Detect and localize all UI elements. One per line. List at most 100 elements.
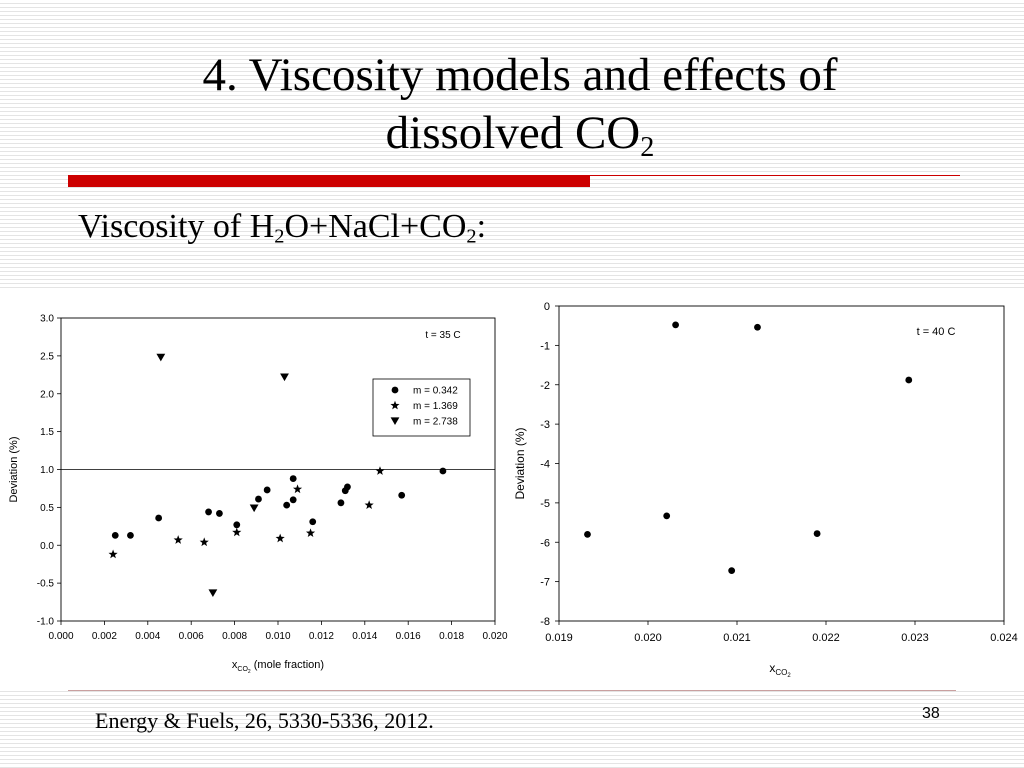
x-tick-label: 0.024: [990, 632, 1018, 644]
y-tick-label: 1.5: [40, 427, 54, 438]
data-point-series-3: [280, 373, 289, 382]
x-tick-label: 0.014: [352, 631, 377, 642]
x-tick-label: 0.020: [634, 632, 662, 644]
data-point-series-2: [375, 466, 385, 475]
slide-title: 4. Viscosity models and effects of disso…: [60, 46, 980, 162]
y-tick-label: 2.0: [40, 389, 54, 400]
x-tick-label: 0.010: [265, 631, 290, 642]
subtitle-part-3: :: [476, 208, 487, 245]
data-point-series-2: [364, 500, 374, 509]
data-point: [663, 512, 671, 520]
subtitle-part-1: Viscosity of H: [78, 208, 275, 245]
legend-box: [372, 378, 471, 437]
data-point: [813, 530, 821, 537]
y-tick-label: 2.5: [40, 351, 54, 362]
y-tick-label: 0: [544, 301, 550, 313]
data-point-series-1: [289, 475, 297, 482]
x-axis-label: xCO2 (mole fraction): [232, 659, 324, 675]
data-point: [905, 376, 913, 384]
legend-marker: [390, 417, 400, 425]
y-tick-label: -2: [540, 380, 550, 392]
data-point-series-1: [111, 532, 119, 539]
x-tick-label: 0.006: [179, 631, 204, 642]
page-number: 38: [922, 705, 940, 722]
legend-label: m = 0.342: [413, 386, 458, 397]
data-point-series-1: [127, 532, 134, 539]
x-tick-label: 0.012: [309, 631, 334, 642]
y-tick-label: 3.0: [40, 314, 54, 325]
x-tick-label: 0.023: [901, 632, 929, 644]
data-point-series-1: [283, 501, 291, 509]
data-point-series-2: [199, 537, 209, 547]
y-tick-label: -5: [540, 498, 550, 510]
data-point: [672, 321, 679, 329]
y-tick-label: -4: [540, 459, 550, 471]
legend-label: m = 1.369: [413, 401, 458, 412]
y-tick-label: 0.5: [40, 503, 54, 514]
x-tick-label: 0.016: [396, 631, 421, 642]
data-point-series-1: [289, 496, 297, 504]
plot-frame: [558, 305, 1005, 622]
slide-title-line2-text: dissolved CO: [385, 107, 641, 159]
chart-annotation: t = 35 C: [425, 330, 460, 341]
chart-left-panel: -1.0 -0.5 0.0 0.5 1.0 1.5 2.0 2.5 3.0 0.000 0.002 0…: [0, 290, 512, 688]
footer-divider: [68, 690, 956, 691]
y-tick-label: -0.5: [37, 579, 55, 590]
data-point-series-1: [255, 495, 262, 503]
data-point-series-1: [216, 510, 223, 517]
y-axis-label: Deviation (%): [8, 436, 20, 502]
data-point-series-1: [155, 514, 163, 522]
y-tick-label: -6: [540, 537, 550, 549]
data-point: [728, 567, 736, 574]
x-tick-label: 0.020: [482, 631, 507, 642]
x-tick-label: 0.022: [812, 632, 840, 644]
x-tick-label: 0.018: [439, 631, 464, 642]
x-tick-label: 0.008: [222, 631, 247, 642]
y-tick-label: -8: [540, 616, 550, 628]
data-point-series-1: [344, 483, 351, 491]
data-point-series-2: [108, 549, 118, 559]
x-axis-label: xCO2: [769, 661, 791, 679]
data-point-series-2: [173, 535, 183, 544]
subtitle-part-2: O+NaCl+CO: [284, 208, 467, 245]
legend-label: m = 2.738: [413, 417, 458, 428]
data-point-series-1: [205, 508, 212, 516]
title-accent-bar: [68, 175, 590, 187]
chart-annotation: t = 40 C: [917, 326, 956, 338]
title-accent-line: [590, 175, 960, 176]
x-tick-label: 0.021: [723, 632, 751, 644]
data-point-series-1: [233, 521, 241, 529]
x-tick-label: 0.000: [48, 631, 73, 642]
legend-marker: [391, 386, 399, 394]
subtitle-sub-2: 2: [466, 225, 477, 248]
slide-title-line1: 4. Viscosity models and effects of: [202, 49, 838, 101]
x-tick-label: 0.019: [545, 632, 573, 644]
y-tick-label: 0.0: [40, 541, 54, 552]
y-tick-label: -3: [540, 419, 550, 431]
chart-right-panel: -8 -7 -6 -5 -4 -3 -2 -1 0 0.019 0.020 0.021 0.022 0.0…: [512, 290, 1024, 688]
chart-left: -1.0 -0.5 0.0 0.5 1.0 1.5 2.0 2.5 3.0 0.000 0.002 0…: [8, 314, 508, 676]
data-point-series-1: [337, 499, 345, 507]
slide-subtitle: Viscosity of H2O+NaCl+CO2:: [78, 208, 487, 248]
y-tick-label: -7: [540, 577, 550, 589]
data-point-series-3: [156, 353, 166, 362]
data-point-series-3: [249, 504, 259, 513]
data-point-series-2: [292, 484, 303, 494]
x-tick-label: 0.004: [135, 631, 160, 642]
data-point-series-2: [305, 528, 316, 538]
data-point-series-2: [232, 527, 242, 537]
data-point-series-1: [263, 486, 271, 494]
slide-title-subscript: 2: [640, 131, 655, 163]
y-tick-label: -1.0: [37, 617, 55, 628]
y-tick-label: 1.0: [40, 465, 54, 476]
chart-right: -8 -7 -6 -5 -4 -3 -2 -1 0 0.019 0.020 0.021 0.022 0.0…: [513, 301, 1018, 679]
legend-marker: [390, 400, 400, 410]
data-point: [754, 323, 761, 331]
data-point: [584, 530, 591, 538]
y-tick-label: -1: [540, 340, 550, 352]
y-axis-label: Deviation (%): [513, 427, 527, 499]
data-point-series-1: [398, 491, 406, 499]
data-point-series-1: [439, 467, 447, 475]
data-point-series-1: [309, 518, 317, 526]
data-point-series-3: [208, 589, 218, 597]
